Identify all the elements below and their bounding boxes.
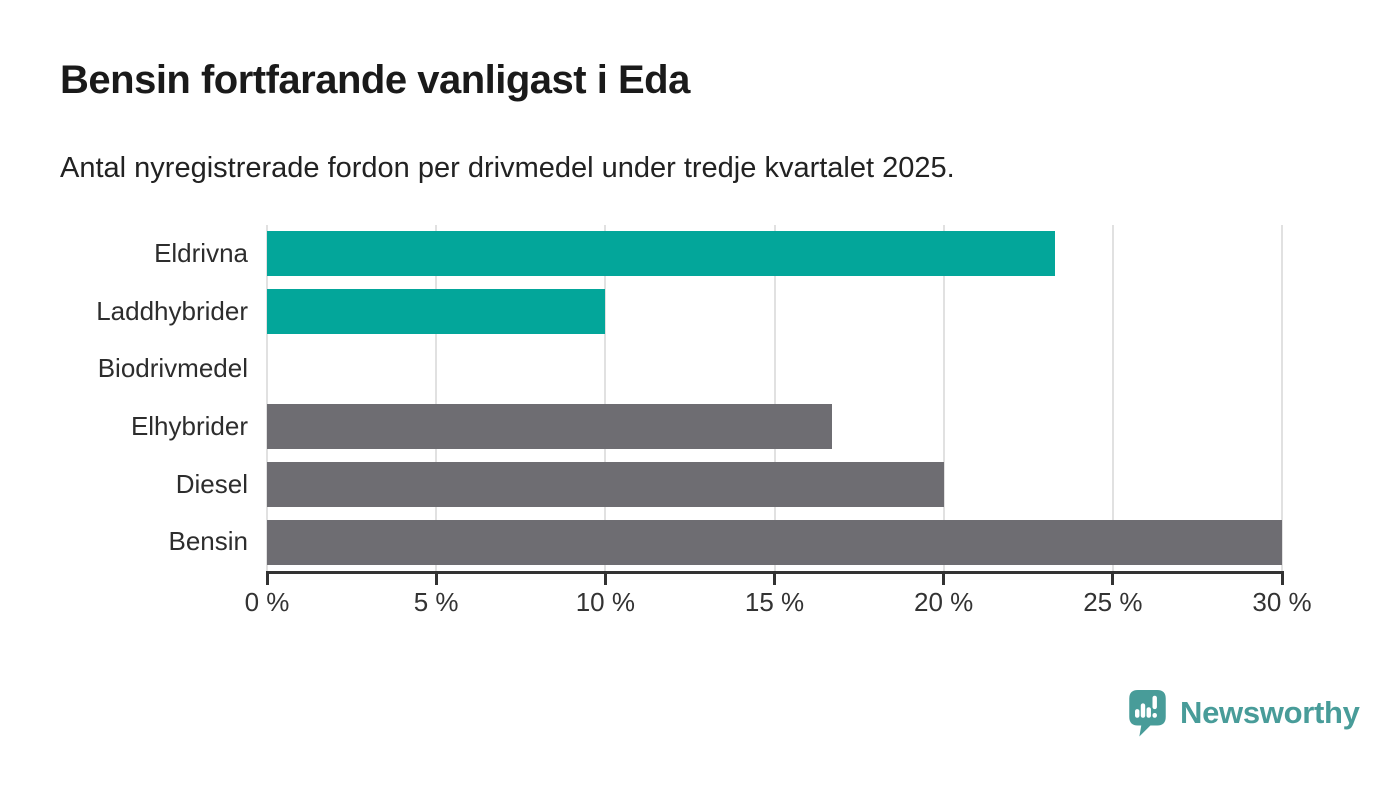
bar-bensin — [267, 519, 1282, 565]
page-title: Bensin fortfarande vanligast i Eda — [60, 58, 690, 102]
x-axis-tick-label: 30 % — [1252, 587, 1312, 617]
page-subtitle: Antal nyregistrerade fordon per drivmede… — [60, 152, 955, 184]
x-axis-tick — [434, 571, 438, 585]
category-label: Eldrivna — [154, 238, 248, 268]
category-label: Diesel — [175, 468, 248, 499]
x-axis-tick — [773, 571, 776, 585]
category-label: Laddhybrider — [96, 295, 248, 326]
bar-laddhybrider — [267, 289, 606, 334]
x-axis-tick-label: 5 % — [413, 587, 459, 617]
x-axis-tick — [603, 571, 607, 585]
gridline — [1111, 225, 1114, 571]
x-axis-tick — [942, 571, 946, 585]
bar-diesel — [267, 462, 944, 507]
gridline — [604, 225, 607, 571]
gridline — [1281, 225, 1283, 571]
newsworthy-logo-text: Newsworthy — [1180, 695, 1360, 730]
x-axis-tick-label: 0 % — [244, 587, 290, 617]
bar-eldrivna — [267, 231, 1056, 277]
x-axis-tick — [1111, 571, 1115, 585]
x-axis-tick — [1280, 571, 1284, 585]
x-axis-tick — [265, 571, 269, 585]
x-axis-tick-label: 20 % — [914, 587, 974, 617]
category-label: Bensin — [168, 526, 249, 557]
gridline — [435, 225, 438, 571]
gridline — [266, 225, 268, 571]
category-label: Biodrivmedel — [97, 353, 248, 384]
gridline — [942, 225, 945, 571]
x-axis-tick-label: 15 % — [744, 587, 805, 617]
newsworthy-logo: Newsworthy — [1128, 689, 1360, 737]
x-axis-tick-label: 25 % — [1083, 587, 1143, 617]
gridline — [773, 225, 776, 571]
x-axis-tick-label: 10 % — [575, 587, 635, 617]
category-label: Elhybrider — [130, 411, 248, 441]
bar-elhybrider — [267, 404, 833, 450]
newsworthy-logo-icon — [1129, 689, 1166, 737]
